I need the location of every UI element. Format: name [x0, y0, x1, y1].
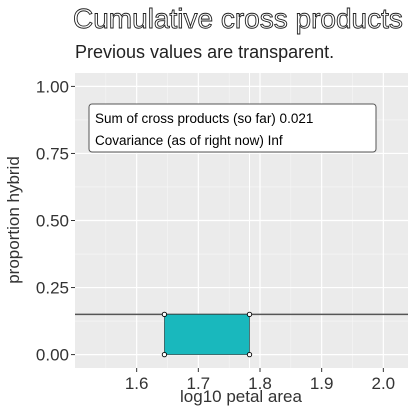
- y-axis-title: proportion hybrid: [4, 156, 23, 284]
- x-tick-label: 1.6: [125, 374, 149, 393]
- annotation-box: Sum of cross products (so far) 0.021 Cov…: [88, 103, 377, 153]
- data-point: [161, 311, 168, 318]
- data-point: [246, 351, 253, 358]
- annotation-sum: Sum of cross products (so far) 0.021: [95, 111, 313, 126]
- y-tick-label: 0.50: [36, 212, 69, 231]
- x-tick-label: 1.9: [310, 374, 334, 393]
- data-point: [161, 351, 168, 358]
- cross-product-rectangle: [164, 314, 250, 355]
- points-layer: [161, 311, 253, 358]
- y-tick-label: 0.25: [36, 279, 69, 298]
- data-point: [246, 311, 253, 318]
- x-tick-label: 1.8: [248, 374, 272, 393]
- chart-title: Cumulative cross products: [73, 3, 403, 34]
- y-tick-label: 0.00: [36, 346, 69, 365]
- x-axis-title: log10 petal area: [180, 387, 302, 406]
- x-tick-label: 2.0: [372, 374, 396, 393]
- annotation-box-frame: [88, 103, 377, 153]
- y-axis-ticks: 0.00 0.25 0.50 0.75 1.00: [36, 77, 75, 365]
- y-tick-label: 1.00: [36, 77, 69, 96]
- x-tick-label: 1.7: [187, 374, 211, 393]
- y-tick-label: 0.75: [36, 144, 69, 163]
- chart-subtitle: Previous values are transparent.: [75, 42, 334, 62]
- x-axis-ticks: 1.6 1.7 1.8 1.9 2.0: [125, 368, 395, 393]
- annotation-covariance: Covariance (as of right now) Inf: [95, 133, 283, 148]
